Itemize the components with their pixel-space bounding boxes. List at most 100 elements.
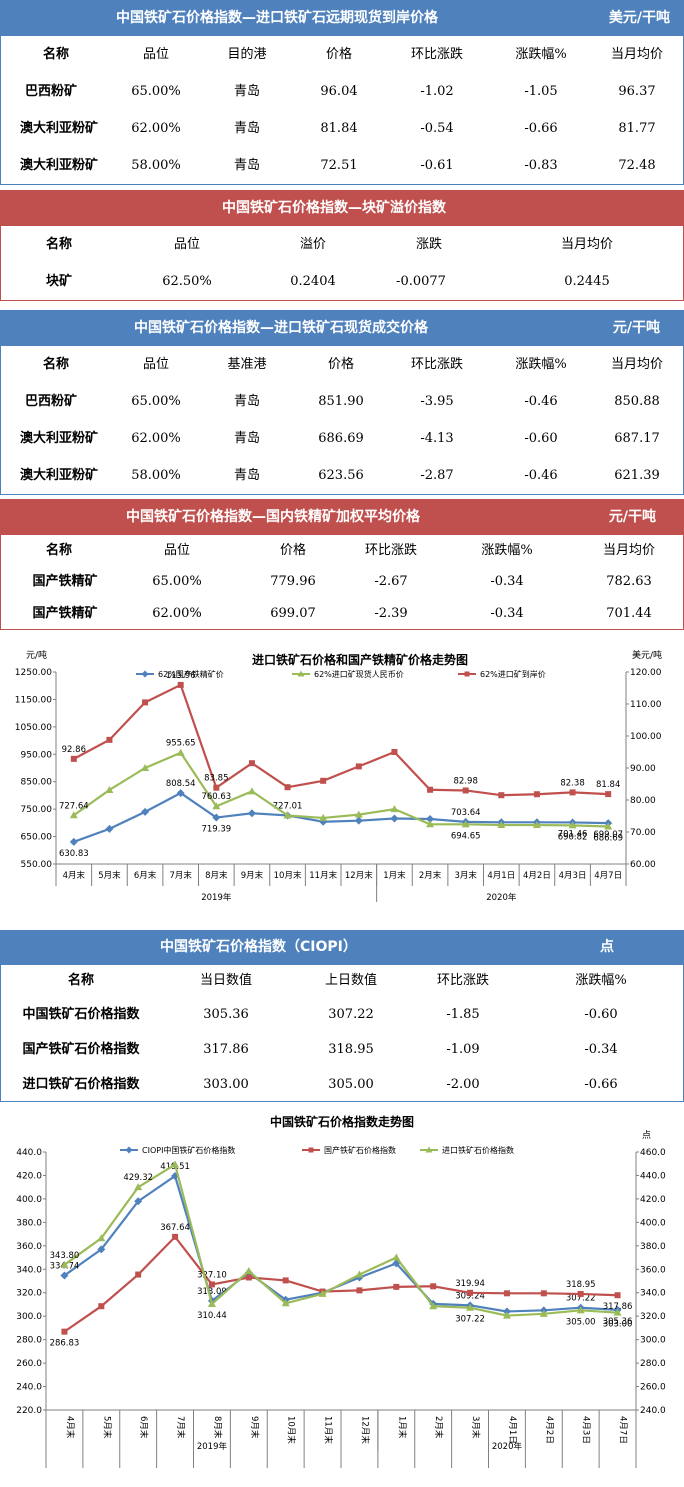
row-name: 国产铁矿石价格指数 bbox=[22, 1042, 140, 1057]
col-header: 名称 bbox=[45, 543, 73, 558]
col-header: 环比涨跌 bbox=[410, 357, 464, 372]
y-tick-label: 240.0 bbox=[16, 1383, 42, 1393]
data-point bbox=[70, 755, 77, 762]
data-label: 694.65 bbox=[451, 831, 481, 841]
data-point bbox=[247, 809, 256, 818]
data-label: 115.96 bbox=[166, 671, 196, 681]
table-row: 澳大利亚粉矿 58.00% 青岛 623.56 -2.87 -0.46 621.… bbox=[1, 457, 683, 494]
data-point bbox=[503, 1290, 510, 1297]
cell-price: 699.07 bbox=[270, 606, 316, 621]
cell-premium: 0.2404 bbox=[290, 274, 336, 289]
data-point bbox=[613, 1308, 622, 1316]
data-label: 327.10 bbox=[197, 1270, 227, 1280]
col-header: 当月均价 bbox=[560, 237, 614, 252]
x-group-label: 2019年 bbox=[201, 892, 232, 903]
data-point bbox=[354, 810, 363, 818]
data-point bbox=[425, 1146, 433, 1153]
data-label: 82.38 bbox=[560, 778, 584, 788]
y2-tick-label: 120.00 bbox=[630, 668, 662, 678]
data-point bbox=[105, 785, 114, 793]
y-tick-label: 850.00 bbox=[21, 778, 53, 788]
column-header-row: 名称 品位 目的港 价格 环比涨跌 涨跌幅% 当月均价 bbox=[1, 36, 683, 73]
data-label: 310.44 bbox=[197, 1311, 227, 1321]
table-body: 名称 品位 目的港 价格 环比涨跌 涨跌幅% 当月均价 巴西粉矿 65.00% … bbox=[0, 36, 684, 185]
data-label: 83.85 bbox=[204, 774, 228, 784]
cell-port: 青岛 bbox=[233, 468, 261, 483]
legend-label: 62%进口矿现货人民币价 bbox=[314, 669, 404, 679]
row-name: 中国铁矿石价格指数 bbox=[22, 1007, 140, 1022]
x-tick-label: 4月1日 bbox=[487, 871, 515, 881]
table-lump-premium: 中国铁矿石价格指数—块矿溢价指数 名称 品位 溢价 涨跌 当月均价 块矿 62.… bbox=[0, 190, 684, 301]
data-point bbox=[308, 1147, 314, 1153]
cell-change-pct: -0.34 bbox=[584, 1042, 618, 1057]
row-name: 国产铁精矿 bbox=[32, 574, 98, 589]
table-ciopi: 中国铁矿石价格指数（CIOPI） 点 名称 当日数值 上日数值 环比涨跌 涨跌幅… bbox=[0, 930, 684, 1102]
y2-tick-label: 100.00 bbox=[630, 732, 662, 742]
x-group-label: 2020年 bbox=[492, 1441, 523, 1452]
col-header: 价格 bbox=[327, 357, 355, 372]
y-tick-label: 1050.00 bbox=[15, 723, 52, 733]
y-tick-label: 950.00 bbox=[21, 750, 53, 760]
data-point bbox=[429, 1302, 438, 1310]
data-point bbox=[462, 787, 469, 794]
data-point bbox=[568, 821, 577, 829]
cell-month-avg: 701.44 bbox=[606, 606, 652, 621]
table-body: 名称 品位 溢价 涨跌 当月均价 块矿 62.50% 0.2404 -0.007… bbox=[0, 226, 684, 301]
col-header: 名称 bbox=[42, 357, 70, 372]
cell-change-pct: -0.34 bbox=[490, 574, 524, 589]
y-tick-label: 440.0 bbox=[16, 1148, 42, 1158]
y-tick-label: 320.0 bbox=[16, 1289, 42, 1299]
cell-price: 779.96 bbox=[270, 574, 316, 589]
x-tick-label: 8月末 bbox=[205, 870, 228, 881]
y-tick-label: 550.00 bbox=[21, 860, 53, 870]
cell-change: -2.67 bbox=[374, 574, 408, 589]
data-point bbox=[430, 1283, 437, 1290]
data-point bbox=[464, 671, 470, 677]
data-point bbox=[502, 1307, 511, 1316]
column-header-row: 名称 当日数值 上日数值 环比涨跌 涨跌幅% bbox=[1, 965, 683, 997]
data-label: 92.86 bbox=[62, 745, 86, 755]
data-label: 719.39 bbox=[201, 825, 231, 835]
cell-month-avg: 72.48 bbox=[618, 158, 656, 173]
col-header: 涨跌幅% bbox=[515, 47, 567, 62]
data-point bbox=[208, 1281, 215, 1288]
data-point bbox=[426, 820, 435, 828]
x-tick-label: 3月末 bbox=[454, 870, 477, 881]
data-point bbox=[390, 805, 399, 813]
data-point bbox=[141, 764, 150, 771]
y2-tick-label: 400.0 bbox=[640, 1218, 666, 1228]
data-point bbox=[61, 1328, 68, 1335]
data-point bbox=[577, 1290, 584, 1297]
data-label: 955.65 bbox=[166, 739, 196, 749]
cell-grade: 65.00% bbox=[131, 84, 181, 99]
chart-title: 中国铁矿石价格指数走势图 bbox=[270, 1114, 414, 1129]
data-point bbox=[213, 784, 220, 791]
cell-grade: 62.50% bbox=[162, 274, 212, 289]
x-tick-label: 5月末 bbox=[101, 1416, 112, 1439]
series-line bbox=[73, 751, 609, 828]
data-label: 367.64 bbox=[160, 1223, 190, 1233]
y-tick-label: 380.0 bbox=[16, 1218, 42, 1228]
data-point bbox=[604, 822, 613, 830]
legend-label: 62%进口矿到岸价 bbox=[480, 669, 546, 679]
y2-axis-label: 点 bbox=[642, 1130, 651, 1141]
table-unit: 点 bbox=[600, 939, 614, 955]
data-point bbox=[284, 784, 291, 791]
x-tick-label: 6月末 bbox=[134, 870, 157, 881]
column-header-row: 名称 品位 基准港 价格 环比涨跌 涨跌幅% 当月均价 bbox=[1, 346, 683, 383]
cell-month-avg: 850.88 bbox=[614, 394, 660, 409]
cell-yesterday: 305.00 bbox=[328, 1077, 374, 1092]
col-header: 上日数值 bbox=[324, 973, 378, 988]
table-title: 中国铁矿石价格指数—块矿溢价指数 bbox=[222, 200, 446, 216]
data-point bbox=[498, 792, 505, 799]
data-point bbox=[605, 791, 612, 798]
x-tick-label: 4月3日 bbox=[559, 871, 587, 881]
x-tick-label: 9月末 bbox=[241, 870, 264, 881]
cell-change: -1.85 bbox=[446, 1007, 480, 1022]
col-header: 品位 bbox=[173, 237, 201, 252]
data-label: 808.54 bbox=[166, 779, 196, 789]
data-point bbox=[141, 807, 150, 816]
data-label: 701.46 bbox=[558, 829, 588, 839]
data-point bbox=[125, 1146, 133, 1154]
